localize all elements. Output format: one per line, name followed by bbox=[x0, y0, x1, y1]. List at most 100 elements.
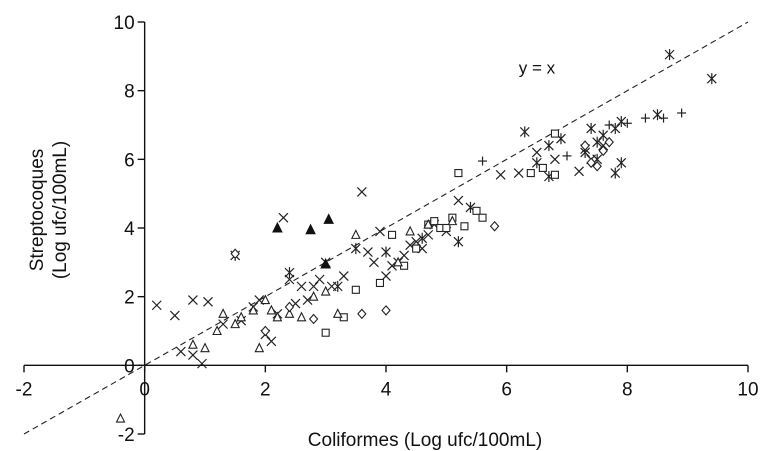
data-point-triangle bbox=[248, 304, 259, 315]
data-point-plus bbox=[677, 108, 687, 118]
data-point-asterisk bbox=[453, 236, 464, 248]
data-point-filled-triangle bbox=[305, 223, 316, 235]
data-point-triangle bbox=[212, 325, 222, 336]
data-point-diamond bbox=[580, 140, 590, 151]
data-point-diamond bbox=[604, 136, 614, 148]
data-point-x bbox=[266, 336, 277, 347]
data-point-triangle bbox=[236, 311, 247, 322]
data-point-x bbox=[531, 147, 542, 158]
data-point-asterisk bbox=[616, 116, 627, 128]
data-point-square bbox=[321, 328, 330, 337]
data-point-plus bbox=[478, 156, 488, 166]
data-point-square bbox=[478, 213, 487, 222]
data-point-triangle bbox=[308, 290, 319, 301]
x-tick-label: 10 bbox=[737, 379, 758, 400]
data-point-x bbox=[314, 274, 325, 285]
data-point-square bbox=[375, 278, 385, 287]
data-point-square bbox=[538, 163, 547, 172]
data-point-x bbox=[375, 226, 385, 237]
data-points bbox=[115, 49, 717, 423]
data-point-x bbox=[284, 274, 295, 285]
data-point-triangle bbox=[447, 215, 458, 226]
data-point-x bbox=[362, 247, 373, 257]
data-point-x bbox=[188, 350, 198, 360]
data-point-x bbox=[369, 257, 379, 268]
reference-line-label: y = x bbox=[519, 59, 556, 78]
data-point-asterisk bbox=[332, 280, 343, 292]
y-tick-label: 0 bbox=[124, 356, 135, 377]
y-axis-ticks: -2 0 2 4 6 8 10 bbox=[114, 13, 145, 446]
data-point-square bbox=[430, 217, 439, 226]
data-point-diamond bbox=[230, 248, 240, 260]
data-point-asterisk bbox=[417, 232, 428, 244]
data-point-filled-triangle bbox=[320, 257, 331, 269]
data-point-triangle bbox=[350, 229, 361, 239]
y-tick-label: 4 bbox=[124, 219, 135, 240]
data-point-x bbox=[175, 346, 186, 357]
plot-area: -2 0 2 4 6 8 10 -2 0 2 4 6 8 10 bbox=[16, 13, 759, 446]
data-point-diamond bbox=[308, 313, 319, 325]
data-point-asterisk bbox=[586, 122, 597, 134]
reference-line-y-equals-x bbox=[23, 21, 749, 435]
data-point-triangle bbox=[284, 308, 295, 318]
data-point-x bbox=[278, 212, 289, 223]
data-point-asterisk bbox=[616, 157, 627, 169]
data-point-triangle bbox=[230, 318, 241, 329]
data-point-diamond bbox=[381, 305, 391, 316]
data-point-x bbox=[203, 296, 213, 307]
y-tick-label: 2 bbox=[124, 288, 135, 309]
data-point-square bbox=[454, 169, 463, 178]
data-point-asterisk bbox=[381, 246, 391, 258]
data-point-triangle bbox=[423, 218, 434, 229]
data-point-x bbox=[218, 319, 229, 330]
data-point-square bbox=[550, 170, 559, 179]
data-point-triangle bbox=[266, 304, 277, 315]
data-point-filled-triangle bbox=[272, 221, 283, 233]
x-tick-label: -2 bbox=[16, 379, 33, 400]
data-point-asterisk bbox=[519, 126, 530, 138]
data-point-triangle bbox=[260, 294, 271, 305]
data-point-x bbox=[423, 229, 434, 240]
data-point-triangle bbox=[320, 285, 331, 296]
data-point-asterisk bbox=[350, 243, 361, 255]
data-point-diamond bbox=[598, 145, 608, 157]
data-point-square bbox=[550, 129, 559, 138]
x-axis-ticks: -2 0 2 4 6 8 10 bbox=[16, 365, 759, 400]
x-tick-label: 4 bbox=[381, 379, 392, 400]
data-point-plus bbox=[640, 113, 650, 123]
data-point-filled-triangle bbox=[323, 213, 334, 224]
data-point-triangle bbox=[218, 308, 228, 318]
data-point-diamond bbox=[260, 325, 271, 337]
data-point-x bbox=[296, 281, 307, 292]
data-point-diamond bbox=[489, 220, 500, 232]
data-point-triangle bbox=[115, 412, 126, 423]
data-point-triangle bbox=[405, 225, 416, 236]
y-tick-label: 10 bbox=[114, 13, 135, 34]
data-point-x bbox=[399, 250, 410, 261]
data-point-square bbox=[442, 223, 451, 233]
data-point-triangle bbox=[254, 342, 265, 353]
data-point-triangle bbox=[272, 311, 283, 322]
y-tick-label: 8 bbox=[124, 82, 135, 103]
data-point-asterisk bbox=[706, 73, 717, 85]
x-tick-label: 8 bbox=[622, 379, 633, 400]
data-point-x bbox=[188, 295, 198, 306]
x-tick-label: 0 bbox=[139, 379, 150, 400]
data-point-triangle bbox=[332, 308, 343, 318]
data-point-square bbox=[387, 230, 397, 239]
data-point-plus bbox=[659, 113, 669, 123]
data-point-triangle bbox=[188, 339, 198, 349]
data-point-asterisk bbox=[610, 167, 621, 179]
y-axis-label-line-1: Streptocoques bbox=[27, 149, 48, 272]
data-point-asterisk bbox=[284, 267, 295, 279]
data-point-x bbox=[574, 166, 584, 177]
data-point-asterisk bbox=[598, 129, 609, 141]
data-point-triangle bbox=[393, 256, 403, 267]
data-point-x bbox=[151, 300, 162, 311]
data-point-asterisk bbox=[543, 140, 554, 152]
data-point-x bbox=[495, 169, 506, 180]
data-point-asterisk bbox=[664, 49, 675, 61]
data-point-diamond bbox=[357, 308, 367, 320]
data-point-square bbox=[526, 169, 535, 178]
